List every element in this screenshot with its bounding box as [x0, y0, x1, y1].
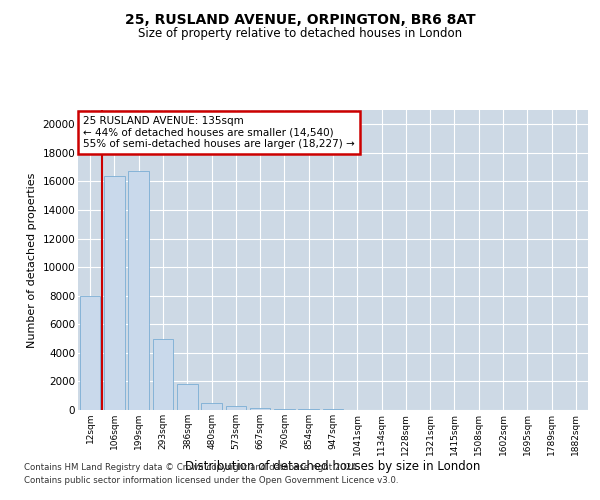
Y-axis label: Number of detached properties: Number of detached properties: [27, 172, 37, 348]
Bar: [274, 408, 295, 410]
Bar: [201, 403, 222, 410]
Bar: [177, 384, 197, 410]
Bar: [152, 338, 173, 410]
X-axis label: Distribution of detached houses by size in London: Distribution of detached houses by size …: [185, 460, 481, 473]
Text: Contains HM Land Registry data © Crown copyright and database right 2024.: Contains HM Land Registry data © Crown c…: [24, 464, 359, 472]
Text: 25, RUSLAND AVENUE, ORPINGTON, BR6 8AT: 25, RUSLAND AVENUE, ORPINGTON, BR6 8AT: [125, 12, 475, 26]
Bar: [250, 408, 271, 410]
Text: 25 RUSLAND AVENUE: 135sqm
← 44% of detached houses are smaller (14,540)
55% of s: 25 RUSLAND AVENUE: 135sqm ← 44% of detac…: [83, 116, 355, 149]
Bar: [128, 172, 149, 410]
Text: Size of property relative to detached houses in London: Size of property relative to detached ho…: [138, 28, 462, 40]
Bar: [226, 406, 246, 410]
Bar: [80, 296, 100, 410]
Bar: [104, 176, 125, 410]
Bar: [298, 409, 319, 410]
Text: Contains public sector information licensed under the Open Government Licence v3: Contains public sector information licen…: [24, 476, 398, 485]
